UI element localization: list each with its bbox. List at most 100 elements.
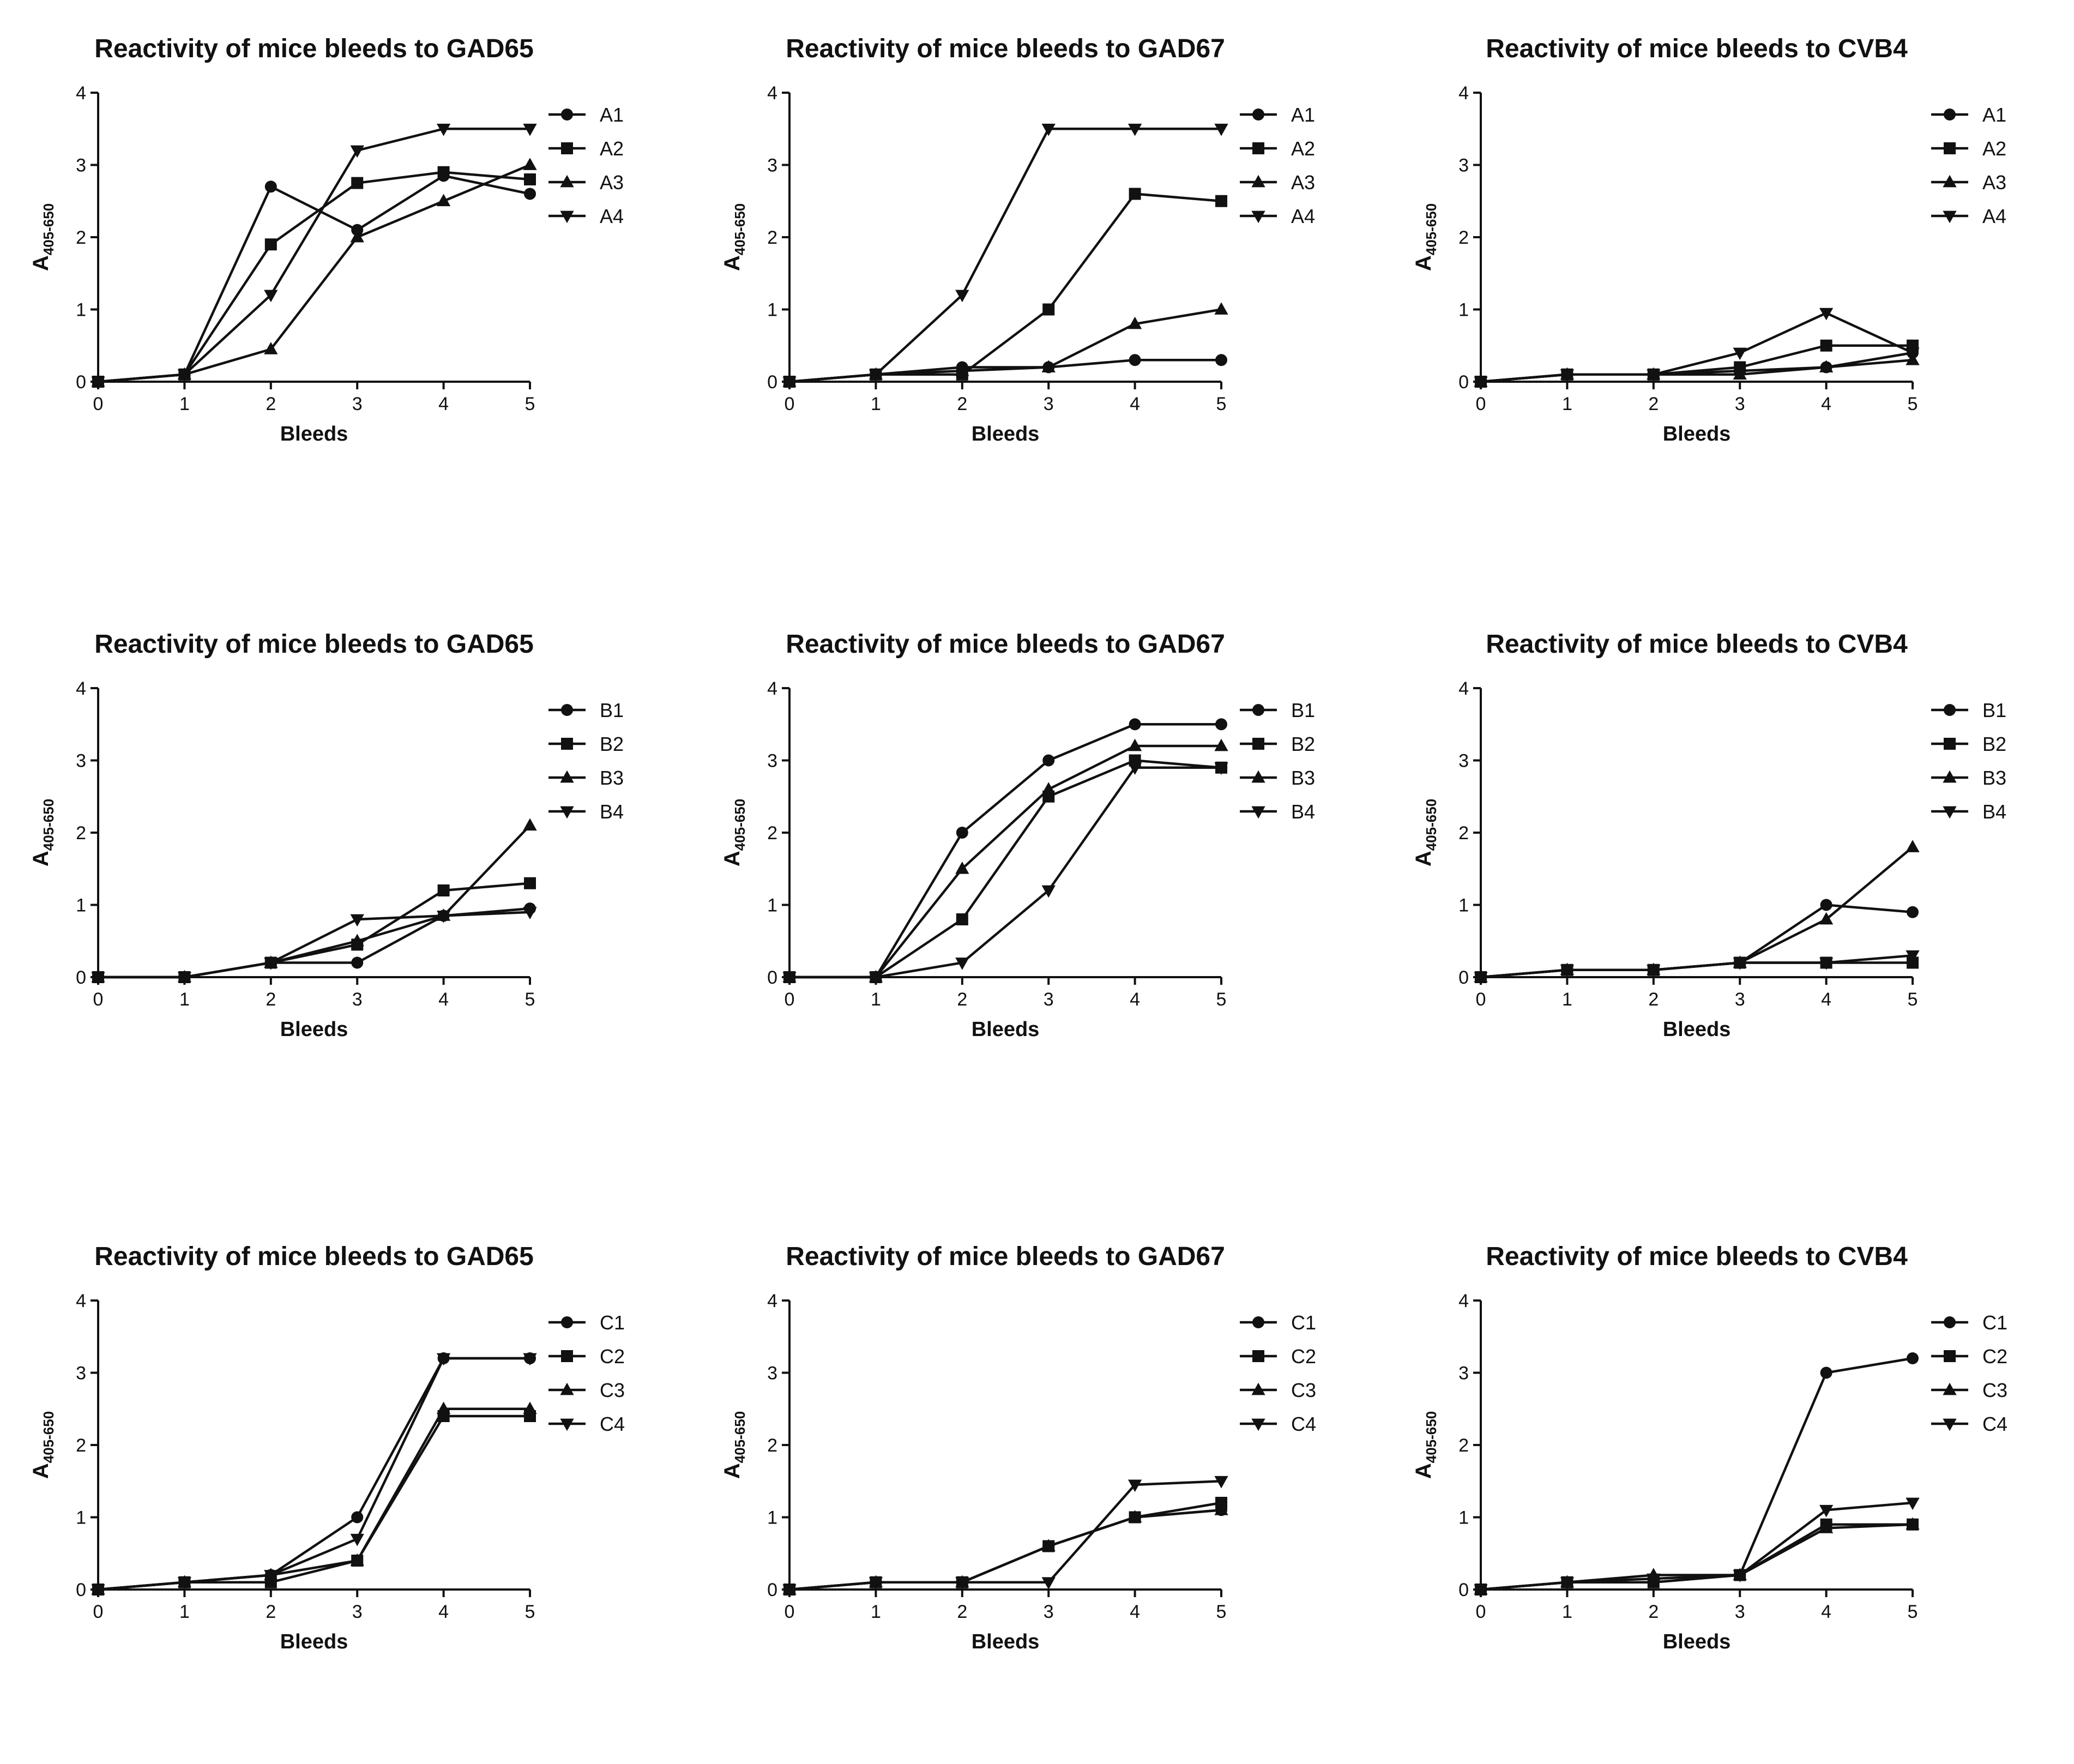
axes <box>1480 93 1913 383</box>
chart-svg: Reactivity of mice bleeds to GAD67012340… <box>720 1242 1316 1653</box>
y-tick-label: 2 <box>1458 1435 1469 1456</box>
legend-label: B3 <box>1291 767 1315 789</box>
chart-panel: Reactivity of mice bleeds to GAD67 0 1 2 3 4 0… <box>691 1208 1383 1764</box>
x-axis-label: Bleeds <box>1663 1018 1731 1041</box>
legend-label: A1 <box>600 104 624 126</box>
legend-entry: B3 <box>1240 767 1315 789</box>
data-point <box>1041 360 1056 372</box>
data-point <box>437 884 450 896</box>
x-tick-label: 0 <box>785 989 795 1010</box>
series-line <box>98 1414 530 1591</box>
series-A4 <box>1474 308 1920 389</box>
data-point <box>955 958 969 970</box>
legend-marker <box>1252 1316 1264 1328</box>
legend-label: C3 <box>600 1379 625 1401</box>
data-point <box>1560 369 1575 382</box>
legend-label: C4 <box>1291 1413 1316 1435</box>
x-tick-label: 5 <box>525 394 535 414</box>
legend-label: B4 <box>600 800 624 823</box>
data-point <box>1819 1521 1834 1533</box>
series-B1 <box>1475 899 1919 983</box>
axes <box>1480 1301 1913 1591</box>
data-point <box>1647 1573 1661 1586</box>
data-point <box>1214 1503 1228 1515</box>
data-point <box>1128 123 1142 136</box>
y-tick-label: 0 <box>76 967 86 988</box>
legend-label: B1 <box>1982 699 2006 721</box>
chart-svg: Reactivity of mice bleeds to GAD65012340… <box>29 1242 625 1653</box>
x-axis-label: Bleeds <box>972 423 1040 445</box>
y-tick-label: 1 <box>1458 300 1469 321</box>
chart-panel: Reactivity of mice bleeds to GAD65 0 1 2 3 4 0… <box>0 0 691 556</box>
y-tick-label: 0 <box>767 967 777 988</box>
legend-marker <box>1943 1382 1957 1395</box>
data-point <box>1906 1517 1920 1530</box>
legend-entry: B2 <box>1240 733 1315 755</box>
data-point <box>437 166 450 178</box>
legend-label: C1 <box>1982 1311 2007 1334</box>
y-tick-label: 3 <box>767 155 777 176</box>
data-point <box>350 914 364 927</box>
x-tick-label: 0 <box>93 1602 104 1622</box>
data-point <box>1820 1366 1832 1379</box>
data-point <box>1215 1497 1227 1509</box>
data-point <box>91 376 105 389</box>
legend-label: B3 <box>600 767 624 789</box>
y-tick-label: 0 <box>1458 967 1469 988</box>
data-point <box>1906 950 1920 963</box>
legend-marker <box>1252 704 1264 716</box>
series-line <box>789 359 1221 383</box>
legend-label: C1 <box>1291 1311 1316 1334</box>
y-tick-label: 1 <box>1458 895 1469 916</box>
y-tick-label: 4 <box>76 1291 86 1311</box>
chart-title: Reactivity of mice bleeds to GAD65 <box>94 34 534 63</box>
y-axis-label-main: A <box>720 1463 744 1479</box>
chart-svg: Reactivity of mice bleeds to GAD65012340… <box>29 34 624 445</box>
legend-entry: C3 <box>548 1379 625 1401</box>
axes <box>97 688 530 978</box>
chart-svg: Reactivity of mice bleeds to GAD65012340… <box>29 630 624 1041</box>
x-tick-label: 2 <box>266 989 276 1010</box>
y-tick-label: 4 <box>1458 83 1469 104</box>
data-point <box>351 224 364 236</box>
x-tick-label: 5 <box>1908 394 1918 414</box>
data-point <box>1041 1539 1056 1551</box>
data-point <box>264 238 277 251</box>
axes <box>788 93 1221 383</box>
legend-label: C1 <box>600 1311 625 1334</box>
y-tick-label: 2 <box>767 1435 777 1456</box>
legend-entry: A2 <box>1931 137 2006 160</box>
y-axis-label-main: A <box>29 255 53 271</box>
series-line <box>789 744 1221 979</box>
data-point <box>1907 956 1919 969</box>
y-axis-label-main: A <box>29 1463 53 1479</box>
legend-label: A4 <box>1291 205 1315 227</box>
data-point <box>91 1584 105 1597</box>
data-point <box>523 158 537 170</box>
y-tick-label: 1 <box>76 895 86 916</box>
legend-label: C2 <box>1982 1345 2007 1368</box>
data-point <box>1214 762 1228 775</box>
data-point <box>350 934 364 947</box>
data-point <box>1474 376 1488 389</box>
legend-marker <box>1251 1382 1265 1395</box>
legend-entry: A3 <box>548 171 624 194</box>
x-tick-label: 1 <box>871 989 881 1010</box>
x-tick-label: 2 <box>957 394 967 414</box>
legend-label: A4 <box>1982 205 2006 227</box>
legend-label: A2 <box>1982 137 2006 160</box>
x-tick-label: 0 <box>1476 989 1486 1010</box>
data-point <box>177 1577 192 1590</box>
legend-entry: A3 <box>1931 171 2006 194</box>
series-A1 <box>92 170 536 388</box>
legend-marker <box>1251 174 1265 188</box>
series-line <box>789 308 1222 383</box>
chart-svg: Reactivity of mice bleeds to GAD67012340… <box>720 630 1315 1041</box>
x-tick-label: 3 <box>1044 989 1054 1010</box>
legend-entry: C4 <box>1931 1413 2007 1435</box>
data-point <box>955 862 969 874</box>
data-point <box>436 1401 451 1414</box>
data-point <box>436 911 451 923</box>
data-point <box>1128 762 1142 775</box>
legend-entry: C4 <box>548 1413 625 1435</box>
